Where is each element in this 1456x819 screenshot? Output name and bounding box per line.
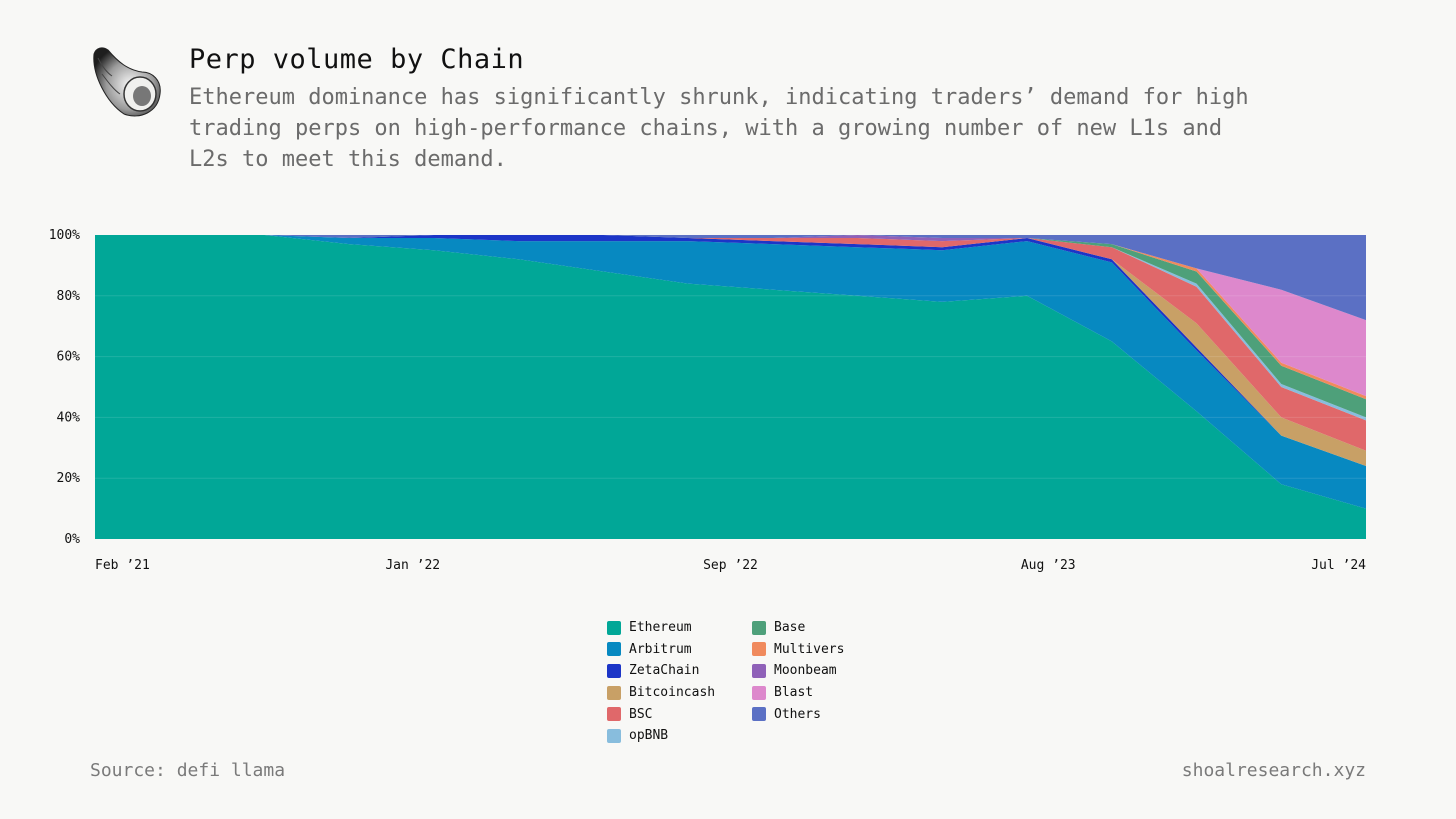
legend-item-moonbeam: Moonbeam xyxy=(752,660,882,682)
legend-item-opbnb: opBNB xyxy=(607,725,752,747)
legend-item-blast: Blast xyxy=(752,682,882,704)
legend-item-zetachain: ZetaChain xyxy=(607,660,752,682)
legend-item-bitcoincash: Bitcoincash xyxy=(607,682,752,704)
legend-swatch xyxy=(752,663,766,678)
legend-item-multivers: Multivers xyxy=(752,639,882,661)
brand-url: shoalresearch.xyz xyxy=(1181,760,1366,781)
legend-swatch xyxy=(752,685,766,700)
x-tick-label: Jan ’22 xyxy=(385,558,440,573)
legend-swatch xyxy=(752,620,766,635)
legend-swatch xyxy=(752,707,766,722)
x-tick-label: Jul ’24 xyxy=(1311,558,1366,573)
legend-label: ZetaChain xyxy=(629,663,700,679)
legend-label: Bitcoincash xyxy=(629,685,716,701)
x-tick-label: Feb ’21 xyxy=(95,558,150,573)
area-arbitrum xyxy=(95,235,1366,509)
area-ethereum xyxy=(95,235,1366,539)
legend-swatch xyxy=(607,642,621,657)
y-tick-label: 40% xyxy=(57,410,81,425)
seashell-icon xyxy=(88,44,168,124)
legend-swatch xyxy=(607,707,621,722)
y-tick-label: 80% xyxy=(57,289,81,304)
stacked-area-chart: 0% 20% 40% 60% 80% 100% Feb ’21 Jan ’22 Sep ’22 A… xyxy=(49,228,1366,573)
legend-item-bsc: BSC xyxy=(607,703,752,725)
legend-swatch xyxy=(752,642,766,657)
legend-item-base: Base xyxy=(752,617,882,639)
legend-label: Multivers xyxy=(774,641,845,657)
legend-label: Others xyxy=(774,706,821,722)
area-others xyxy=(95,235,1366,321)
chart-subtitle: Ethereum dominance has significantly shr… xyxy=(189,85,1249,172)
legend-item-ethereum: Ethereum xyxy=(607,617,752,639)
legend-swatch xyxy=(607,728,621,743)
legend-item-arbitrum: Arbitrum xyxy=(607,639,752,661)
y-tick-label: 100% xyxy=(49,228,80,243)
legend-label: BSC xyxy=(629,706,653,722)
legend-label: Arbitrum xyxy=(629,641,692,657)
chart-title: Perp volume by Chain xyxy=(189,44,525,75)
y-tick-label: 20% xyxy=(57,471,81,486)
legend-swatch xyxy=(607,663,621,678)
x-tick-label: Aug ’23 xyxy=(1021,558,1076,573)
legend-spacer xyxy=(752,725,882,747)
y-tick-label: 0% xyxy=(64,532,80,547)
x-tick-label: Sep ’22 xyxy=(703,558,758,573)
chart-legend: Ethereum Base Arbitrum Multivers ZetaChain Mo… xyxy=(607,617,882,747)
legend-swatch xyxy=(607,620,621,635)
y-tick-label: 60% xyxy=(57,350,81,365)
legend-label: Ethereum xyxy=(629,620,692,636)
legend-label: Moonbeam xyxy=(774,663,837,679)
legend-label: Blast xyxy=(774,685,814,701)
legend-label: Base xyxy=(774,620,806,636)
legend-item-others: Others xyxy=(752,703,882,725)
legend-swatch xyxy=(607,685,621,700)
source-note: Source: defi llama xyxy=(90,760,286,781)
legend-label: opBNB xyxy=(629,728,669,744)
